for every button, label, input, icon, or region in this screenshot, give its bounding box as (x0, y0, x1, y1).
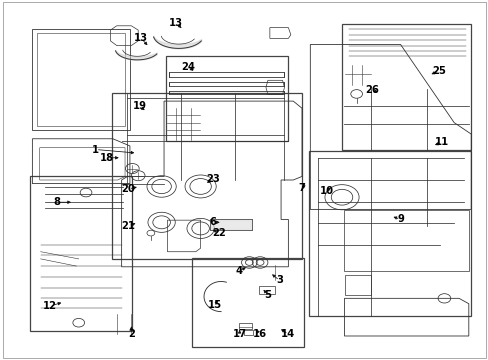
Text: 13: 13 (169, 18, 183, 28)
Text: 18: 18 (100, 153, 114, 163)
Text: 6: 6 (209, 217, 216, 227)
Text: 21: 21 (121, 221, 135, 231)
Text: 19: 19 (132, 102, 146, 112)
Text: 23: 23 (205, 174, 219, 184)
Text: 20: 20 (122, 184, 135, 194)
Text: 24: 24 (181, 62, 195, 72)
Bar (259, 286, 274, 294)
Bar (341, 24, 470, 149)
Text: 5: 5 (264, 290, 271, 300)
Bar (168, 82, 283, 86)
Text: 14: 14 (281, 329, 295, 339)
Text: 13: 13 (134, 33, 148, 43)
Text: 17: 17 (232, 329, 246, 339)
Text: 4: 4 (235, 266, 242, 276)
Bar (112, 93, 302, 259)
Text: 12: 12 (42, 301, 56, 311)
Text: 9: 9 (396, 215, 403, 224)
Bar (168, 91, 283, 94)
Bar (168, 72, 283, 77)
Text: 26: 26 (365, 85, 378, 95)
Bar (165, 56, 288, 140)
Text: 7: 7 (298, 183, 305, 193)
Text: 22: 22 (212, 228, 225, 238)
Bar (308, 150, 470, 316)
Text: 16: 16 (252, 329, 266, 339)
Text: 10: 10 (319, 186, 333, 196)
Text: 3: 3 (276, 275, 283, 285)
Text: 1: 1 (92, 144, 99, 154)
Bar (238, 323, 252, 329)
Text: 25: 25 (432, 66, 446, 76)
Text: 8: 8 (53, 197, 60, 207)
Text: 11: 11 (434, 138, 448, 147)
Bar (191, 258, 304, 347)
Bar (30, 176, 132, 330)
Text: 2: 2 (128, 329, 135, 339)
Bar (244, 330, 253, 335)
Bar (210, 220, 251, 230)
Text: 15: 15 (208, 300, 222, 310)
